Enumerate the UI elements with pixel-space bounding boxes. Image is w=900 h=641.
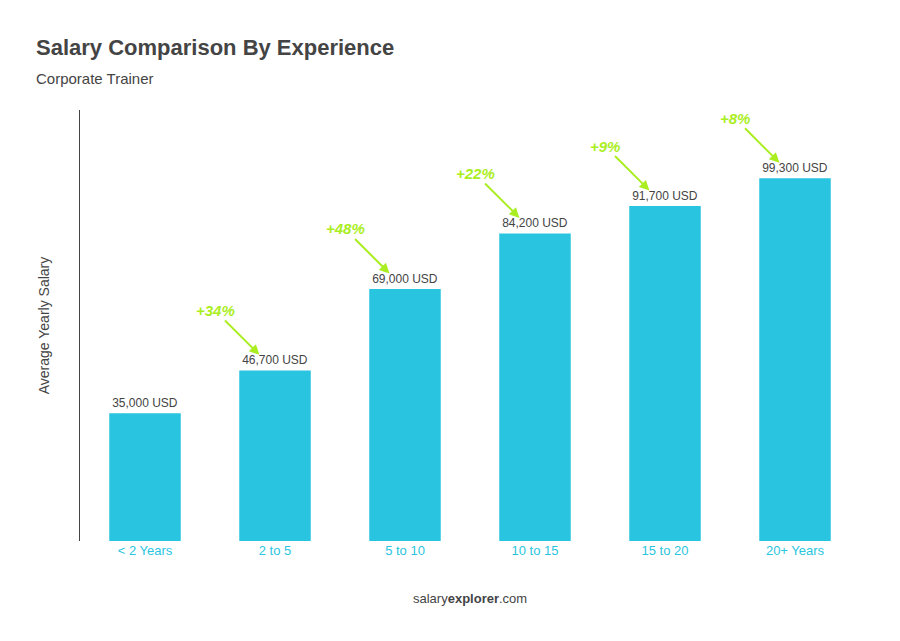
svg-text:15 to 20: 15 to 20 — [642, 543, 689, 558]
svg-text:2 to 5: 2 to 5 — [259, 543, 292, 558]
svg-text:+8%: +8% — [720, 110, 750, 127]
svg-text:+22%: +22% — [456, 165, 495, 182]
svg-text:35,000 USD: 35,000 USD — [112, 396, 178, 410]
svg-text:84,200 USD: 84,200 USD — [502, 216, 568, 230]
svg-text:salaryexplorer.com: salaryexplorer.com — [413, 591, 527, 606]
svg-text:5 to 10: 5 to 10 — [385, 543, 425, 558]
svg-text:Salary Comparison By Experienc: Salary Comparison By Experience — [36, 35, 394, 60]
svg-text:+9%: +9% — [590, 138, 620, 155]
svg-text:Corporate Trainer: Corporate Trainer — [36, 70, 154, 87]
svg-text:99,300 USD: 99,300 USD — [762, 161, 828, 175]
svg-text:+48%: +48% — [326, 220, 365, 237]
svg-text:69,000 USD: 69,000 USD — [372, 272, 438, 286]
svg-text:91,700 USD: 91,700 USD — [632, 189, 698, 203]
svg-text:+34%: +34% — [196, 302, 235, 319]
svg-text:20+ Years: 20+ Years — [766, 543, 825, 558]
svg-text:Average Yearly Salary: Average Yearly Salary — [36, 257, 52, 395]
svg-text:10 to 15: 10 to 15 — [512, 543, 559, 558]
svg-text:46,700 USD: 46,700 USD — [242, 353, 308, 367]
svg-text:< 2 Years: < 2 Years — [118, 543, 173, 558]
